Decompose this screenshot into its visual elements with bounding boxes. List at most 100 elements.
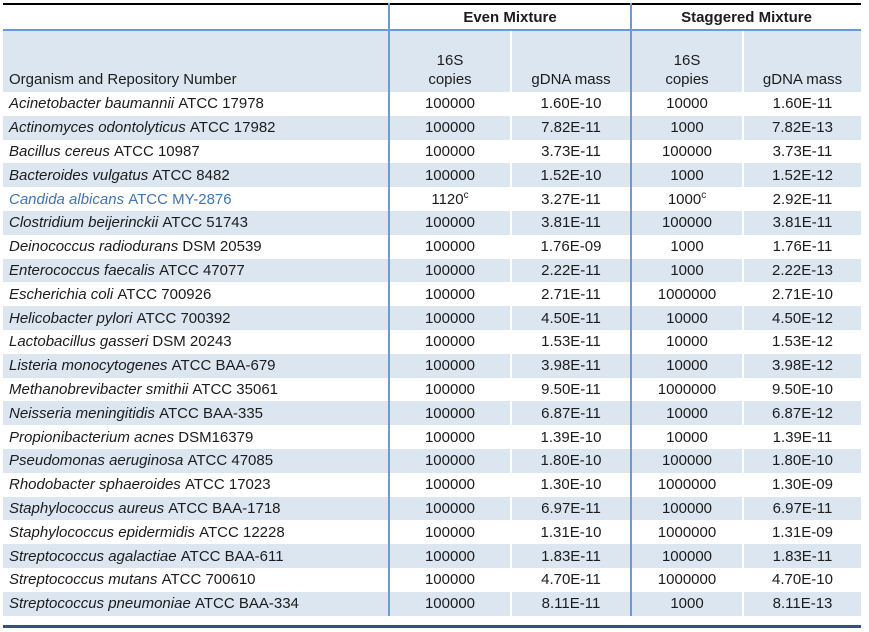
organism-repo: ATCC 10987: [109, 142, 200, 160]
organism-cell: Staphylococcus aureus ATCC BAA-1718: [3, 497, 389, 521]
table-row: Enterococcus faecalis ATCC 47077 100000 …: [3, 258, 861, 283]
staggered-gdna-mass-cell: 8.11E-13: [742, 591, 861, 616]
staggered-gdna-mass-cell: 9.50E-10: [742, 377, 861, 402]
staggered-16s-copies-cell: 1000000: [630, 377, 743, 402]
even-gdna-mass-cell: 1.52E-10: [510, 163, 631, 188]
organism-repo: ATCC 51743: [158, 214, 248, 232]
even-gdna-mass-cell: 1.39E-10: [510, 425, 631, 449]
organism-cell: Neisseria meningitidis ATCC BAA-335: [3, 401, 389, 425]
organism-species: Actinomyces odontolyticus: [9, 119, 186, 137]
organism-repo: ATCC 47085: [183, 452, 274, 470]
table-row: Listeria monocytogenes ATCC BAA-679 1000…: [3, 353, 861, 378]
table-row: Methanobrevibacter smithii ATCC 35061 10…: [3, 377, 861, 402]
organism-repo: ATCC 700610: [157, 571, 256, 589]
table-row: Candida albicans ATCC MY-2876 1120c 3.27…: [3, 187, 861, 211]
group-header-spacer: [3, 4, 389, 31]
even-gdna-mass-cell: 6.97E-11: [510, 496, 631, 521]
group-header-staggered-mixture: Staggered Mixture: [630, 4, 861, 31]
staggered-gdna-mass-cell: 1.76E-11: [742, 234, 861, 259]
even-16s-copies-cell: 100000: [388, 329, 511, 354]
column-header-organism: Organism and Repository Number: [3, 30, 389, 92]
organism-cell: Actinomyces odontolyticus ATCC 17982: [3, 116, 389, 140]
organism-species: Neisseria meningitidis: [9, 404, 155, 422]
column-header-row: Organism and Repository Number 16S copie…: [3, 30, 861, 92]
staggered-16s-copies-cell: 100000: [630, 210, 743, 235]
even-16s-copies-cell: 100000: [388, 210, 511, 235]
staggered-gdna-mass-cell: 1.60E-11: [742, 92, 861, 116]
organism-cell: Staphylococcus epidermidis ATCC 12228: [3, 520, 389, 544]
organism-cell: Helicobacter pylori ATCC 700392: [3, 306, 389, 330]
staggered-gdna-mass-cell: 1.52E-12: [742, 163, 861, 188]
even-16s-copies-cell: 100000: [388, 139, 511, 164]
even-16s-copies-cell: 100000: [388, 448, 511, 473]
even-16s-copies-cell: 100000: [388, 282, 511, 307]
table-row: Bacillus cereus ATCC 10987 100000 3.73E-…: [3, 139, 861, 164]
staggered-16s-copies-cell: 10000: [630, 353, 743, 378]
table-row: Actinomyces odontolyticus ATCC 17982 100…: [3, 115, 861, 140]
even-16s-copies-cell: 100000: [388, 353, 511, 378]
table-body: Acinetobacter baumannii ATCC 17978 10000…: [3, 92, 861, 616]
table-row: Staphylococcus epidermidis ATCC 12228 10…: [3, 520, 861, 545]
footnote-marker: c: [701, 189, 707, 201]
organism-repo: DSM16379: [174, 428, 254, 446]
even-gdna-mass-cell: 4.70E-11: [510, 567, 631, 592]
even-16s-copies-cell: 100000: [388, 567, 511, 592]
even-gdna-mass-cell: 1.83E-11: [510, 544, 631, 568]
even-gdna-mass-cell: 6.87E-11: [510, 401, 631, 426]
organism-repo: ATCC 8482: [148, 166, 230, 184]
even-gdna-mass-cell: 3.73E-11: [510, 139, 631, 164]
table-row: Bacteroides vulgatus ATCC 8482 100000 1.…: [3, 163, 861, 188]
organism-species: Enterococcus faecalis: [9, 261, 155, 279]
even-gdna-mass-cell: 9.50E-11: [510, 377, 631, 402]
staggered-16s-copies-cell: 1000c: [630, 187, 743, 211]
even-16s-copies-cell: 100000: [388, 591, 511, 616]
organism-repo: DSM 20539: [178, 238, 262, 256]
organism-repo: ATCC BAA-679: [167, 357, 276, 375]
staggered-gdna-mass-cell: 1.39E-11: [742, 425, 861, 449]
bottom-rule: [3, 624, 861, 628]
header-copies-label: copies: [428, 71, 472, 88]
organism-species: Streptococcus pneumoniae: [9, 595, 191, 613]
even-16s-copies-cell: 100000: [388, 425, 511, 449]
staggered-gdna-mass-cell: 1.80E-10: [742, 448, 861, 473]
organism-species: Staphylococcus epidermidis: [9, 523, 195, 541]
even-gdna-mass-cell: 2.22E-11: [510, 258, 631, 283]
even-gdna-mass-cell: 2.71E-11: [510, 282, 631, 307]
table-row: Acinetobacter baumannii ATCC 17978 10000…: [3, 92, 861, 116]
organism-cell: Candida albicans ATCC MY-2876: [3, 187, 389, 211]
group-header-row: Even Mixture Staggered Mixture: [3, 4, 861, 31]
even-gdna-mass-cell: 3.81E-11: [510, 210, 631, 235]
even-gdna-mass-cell: 1.30E-10: [510, 472, 631, 497]
staggered-gdna-mass-cell: 4.50E-12: [742, 306, 861, 330]
even-16s-copies-cell: 1120c: [388, 187, 511, 211]
organism-species: Helicobacter pylori: [9, 309, 133, 327]
organism-cell: Bacteroides vulgatus ATCC 8482: [3, 163, 389, 187]
even-16s-copies-cell: 100000: [388, 163, 511, 188]
even-16s-copies-cell: 100000: [388, 306, 511, 330]
table-row: Deinococcus radiodurans DSM 20539 100000…: [3, 234, 861, 259]
organism-repo: DSM 20243: [148, 333, 232, 351]
even-16s-copies-cell: 100000: [388, 377, 511, 402]
organism-repo: ATCC BAA-335: [154, 404, 263, 422]
header-copies-label: copies: [665, 71, 709, 88]
staggered-16s-copies-cell: 1000: [630, 258, 743, 283]
staggered-16s-copies-cell: 100000: [630, 496, 743, 521]
table-row: Neisseria meningitidis ATCC BAA-335 1000…: [3, 401, 861, 426]
organism-repo: ATCC 17982: [185, 119, 276, 137]
staggered-16s-copies-cell: 10000: [630, 329, 743, 354]
organism-cell: Listeria monocytogenes ATCC BAA-679: [3, 354, 389, 378]
organism-species: Pseudomonas aeruginosa: [9, 452, 184, 470]
column-header-even-gdna-mass: gDNA mass: [510, 30, 631, 92]
table-row: Staphylococcus aureus ATCC BAA-1718 1000…: [3, 496, 861, 521]
organism-repo: ATCC MY-2876: [124, 190, 232, 208]
table-row: Streptococcus agalactiae ATCC BAA-611 10…: [3, 544, 861, 568]
staggered-16s-copies-cell: 10000: [630, 401, 743, 426]
table-row: Escherichia coli ATCC 700926 100000 2.71…: [3, 282, 861, 307]
table-row: Helicobacter pylori ATCC 700392 100000 4…: [3, 306, 861, 330]
staggered-gdna-mass-cell: 1.53E-12: [742, 329, 861, 354]
organism-cell: Streptococcus pneumoniae ATCC BAA-334: [3, 592, 389, 616]
staggered-16s-copies-cell: 1000: [630, 115, 743, 140]
header-16s-label: 16S: [673, 52, 701, 69]
organism-species: Propionibacterium acnes: [9, 428, 175, 446]
